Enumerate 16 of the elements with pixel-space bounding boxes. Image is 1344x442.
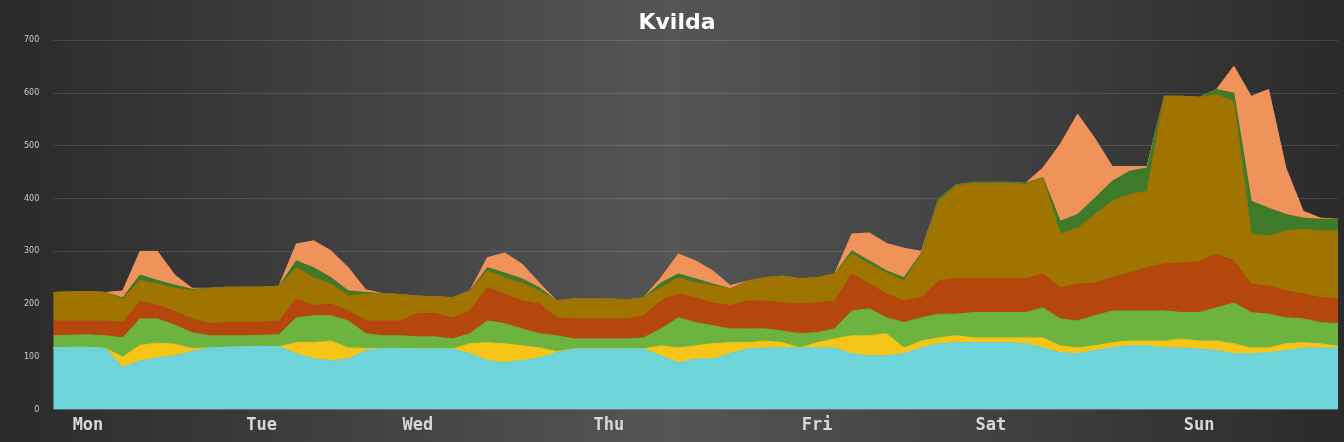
x-tick-label: Wed: [402, 414, 434, 435]
y-tick-label: 100: [23, 351, 40, 361]
y-tick-label: 300: [23, 246, 40, 256]
y-tick-label: 700: [23, 35, 40, 45]
x-tick-label: Sat: [975, 414, 1007, 435]
y-tick-label: 600: [23, 88, 40, 98]
y-tick-label: 200: [23, 299, 40, 309]
y-tick-label: 0: [34, 404, 40, 414]
x-tick-label: Tue: [246, 414, 277, 435]
chart-title: Kvilda: [638, 8, 716, 34]
x-tick-label: Fri: [801, 414, 833, 435]
y-tick-label: 500: [23, 140, 40, 150]
x-tick-label: Mon: [72, 414, 104, 435]
y-tick-label: 400: [23, 193, 40, 203]
x-tick-label: Sun: [1183, 414, 1215, 435]
x-tick-label: Thu: [593, 414, 625, 435]
